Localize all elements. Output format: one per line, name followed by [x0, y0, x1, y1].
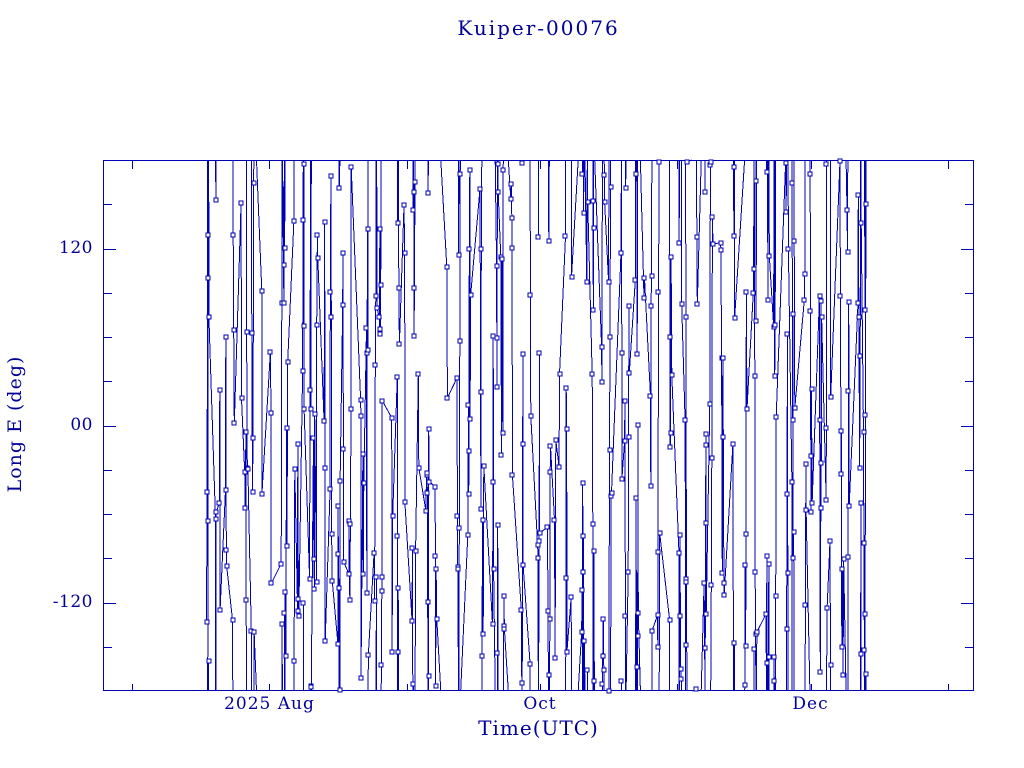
y-tick-label-neg120: -120 [52, 591, 93, 612]
data-series-line [206, 159, 867, 692]
x-tick-label-oct: Oct [523, 694, 557, 714]
x-axis-label: Time(UTC) [478, 716, 599, 740]
y-tick-label-00: 00 [70, 414, 93, 435]
data-series-markers [204, 158, 869, 694]
x-tick-label-dec: Dec [792, 694, 829, 714]
x-tick-label-aug: 2025 Aug [224, 694, 315, 714]
axis-ticks [104, 161, 973, 690]
chart-title: Kuiper-00076 [457, 16, 620, 40]
y-tick-label-120: 120 [59, 237, 93, 258]
